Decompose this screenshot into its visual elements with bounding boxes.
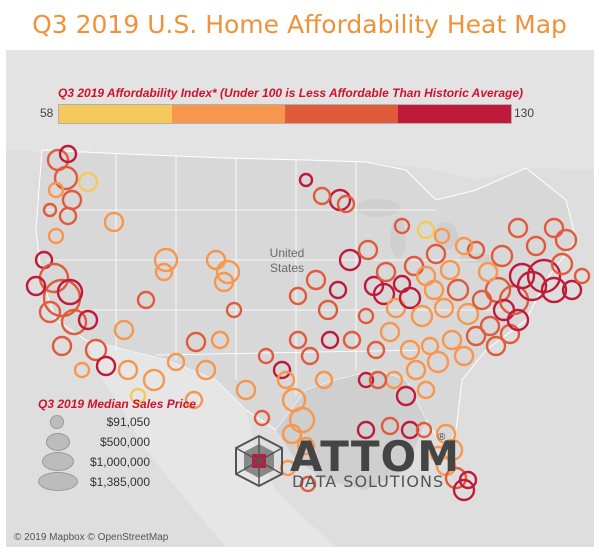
size-dot-large (42, 452, 74, 471)
affordability-color-scale (58, 104, 512, 124)
attom-logo: ATTOM ® DATA SOLUTIONS (232, 432, 459, 492)
attom-cube-icon (235, 434, 283, 488)
affordability-bubbles (25, 144, 591, 502)
state-borders (46, 154, 506, 395)
size-legend-item: $500,000 (30, 432, 200, 452)
scale-max-label: 130 (514, 106, 535, 120)
country-label-line2: States (269, 261, 305, 275)
lake-michigan (390, 218, 406, 258)
logo-subtitle: DATA SOLUTIONS (292, 472, 445, 491)
scale-segment-2 (172, 105, 285, 123)
map-svg (6, 50, 594, 547)
logo-registered: ® (438, 432, 446, 443)
country-label: United States (262, 246, 312, 276)
size-legend-label: $1,000,000 (89, 455, 150, 469)
mexico-land (86, 340, 336, 547)
affordability-legend-title: Q3 2019 Affordability Index* (Under 100 … (58, 86, 524, 100)
scale-segment-4 (398, 105, 511, 123)
size-dot-small (50, 415, 64, 429)
lake-superior (356, 199, 400, 217)
size-legend-title: Q3 2019 Median Sales Price (38, 397, 197, 411)
scale-segment-3 (285, 105, 398, 123)
country-label-line1: United (269, 246, 305, 260)
logo-wordmark: ATTOM (290, 432, 461, 481)
scale-segment-1 (59, 105, 172, 123)
size-dot-xlarge (38, 472, 78, 491)
map-attribution: © 2019 Mapbox © OpenStreetMap (14, 532, 169, 543)
size-legend: $91,050 $500,000 $1,000,000 $1,385,000 (30, 412, 200, 492)
size-dot-medium (46, 433, 70, 451)
size-legend-item: $1,385,000 (30, 472, 200, 492)
scale-min-label: 58 (40, 106, 54, 120)
map-canvas[interactable] (6, 50, 594, 547)
size-legend-label: $91,050 (106, 415, 150, 429)
map-title: Q3 2019 U.S. Home Affordability Heat Map (32, 10, 567, 39)
size-legend-item: $1,000,000 (30, 452, 200, 472)
size-legend-label: $1,385,000 (89, 475, 150, 489)
size-legend-item: $91,050 (30, 412, 200, 432)
size-legend-label: $500,000 (99, 435, 150, 449)
gulf-water (276, 370, 426, 490)
